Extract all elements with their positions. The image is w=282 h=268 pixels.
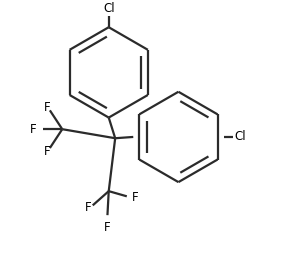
Text: F: F (104, 221, 111, 234)
Text: Cl: Cl (234, 131, 246, 143)
Text: F: F (85, 202, 91, 214)
Text: F: F (43, 101, 50, 114)
Text: F: F (44, 145, 50, 158)
Text: F: F (132, 191, 138, 204)
Text: F: F (30, 123, 36, 136)
Text: Cl: Cl (103, 2, 114, 15)
